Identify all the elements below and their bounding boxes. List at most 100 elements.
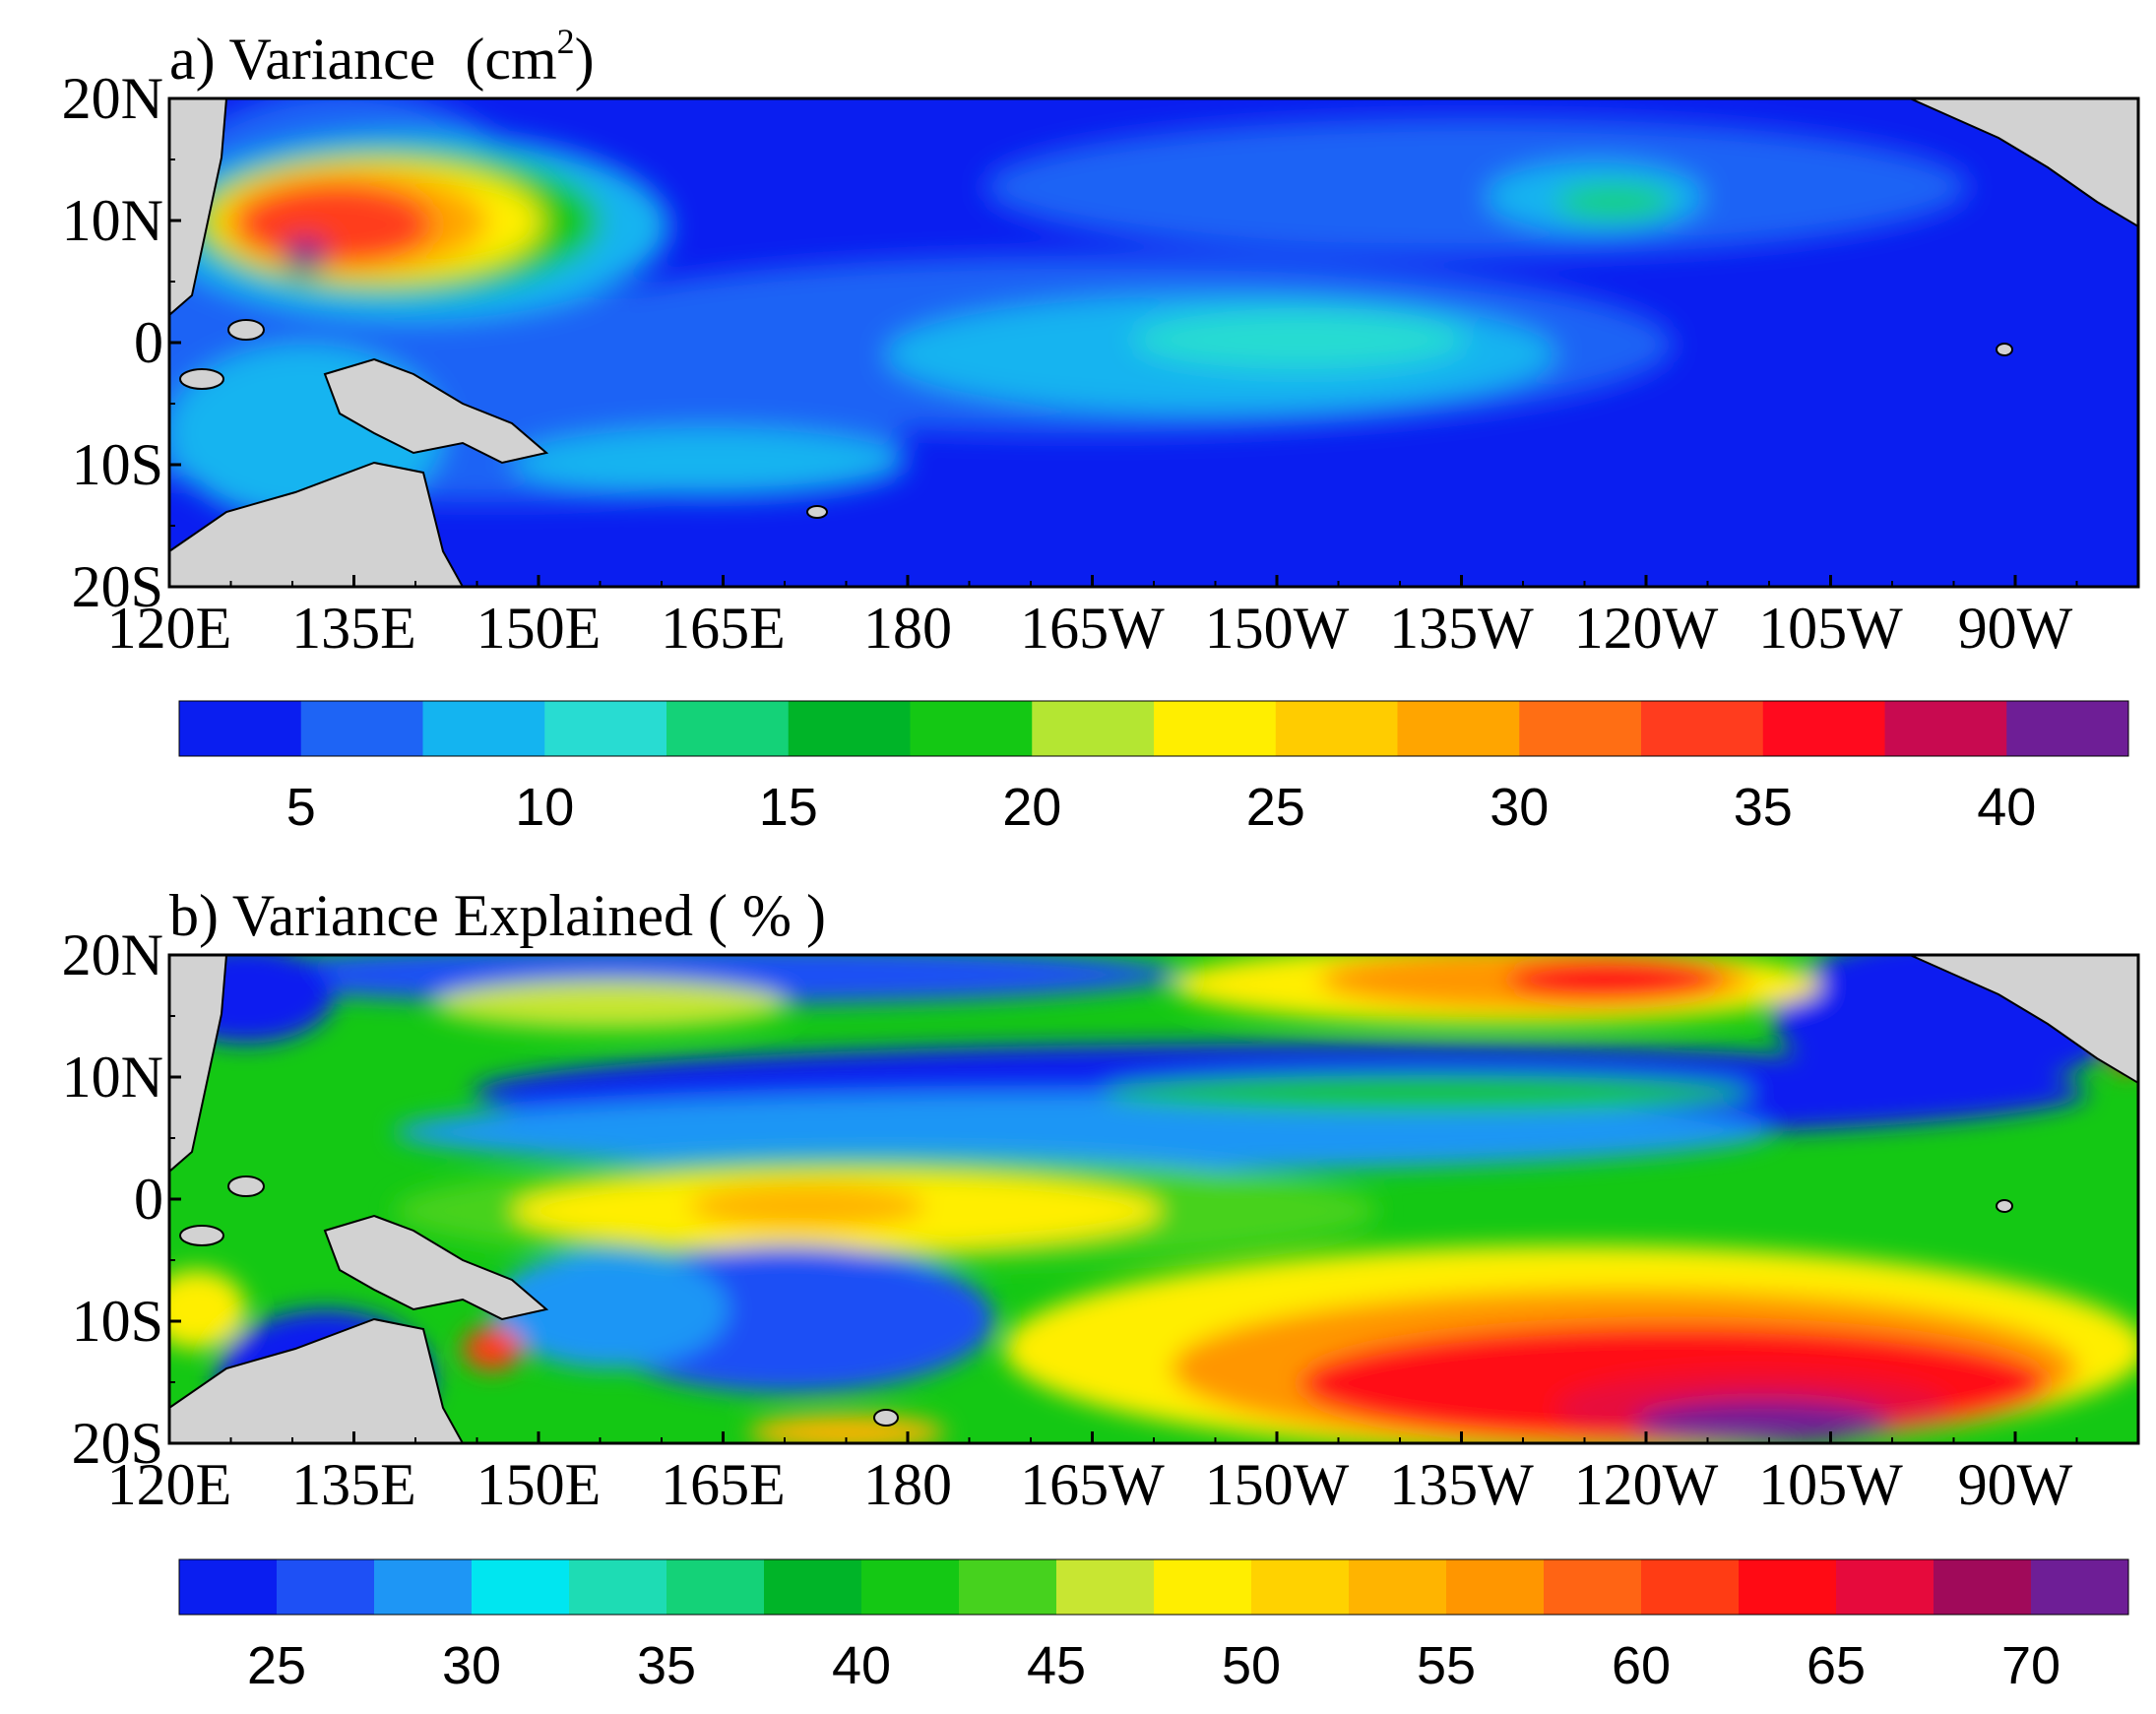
x-tick-label: 150W [1205,1452,1350,1517]
colorbar-label: 30 [442,1636,501,1695]
colorbar-frame [178,700,2129,757]
x-tick-label: 135W [1389,1452,1534,1517]
panel-a-land-centralamerica [1909,98,2138,228]
colorbar-swatch [1446,1559,1545,1615]
panel-b-title: b) Variance Explained ( % ) [169,883,826,948]
colorbar-label: 35 [637,1636,696,1695]
panel-b-png-red [463,1327,522,1370]
colorbar-swatch [300,701,423,756]
x-tick-label: 135E [291,1452,416,1517]
x-tick-label: 120W [1574,1452,1719,1517]
panel-b-land-centralamerica [1909,955,2138,1085]
colorbar-swatch [1154,1559,1252,1615]
colorbar-label: 5 [286,778,316,837]
colorbar-swatch [179,701,302,756]
panel-b-north-top-blue [197,955,1181,1004]
x-tick-label: 180 [863,596,952,661]
colorbar-swatch [1275,701,1398,756]
x-tick-label: 105W [1758,596,1903,661]
colorbar-label: 35 [1734,778,1793,837]
panel-a-land [169,98,2138,587]
panel-b-land [169,955,2138,1443]
colorbar-swatch [1762,701,1885,756]
colorbar-label: 50 [1222,1636,1281,1695]
colorbar-swatch [1884,701,2007,756]
panel-b-islands [179,1175,2013,1427]
y-tick-label: 10S [72,432,163,497]
colorbar-swatch [1397,701,1520,756]
colorbar-swatch [1934,1559,2032,1615]
colorbar-swatch [666,1559,765,1615]
x-tick-label: 165W [1020,596,1165,661]
colorbar-swatch [277,1559,375,1615]
panel-a-x-axis: 120E 135E 150E 165E 180 165W 150W 135W 120W 105W 9… [107,575,2139,661]
y-tick-label: 20S [72,1411,163,1476]
colorbar-swatch [569,1559,667,1615]
colorbar-swatch [1349,1559,1447,1615]
y-tick-label: 10N [62,1045,163,1110]
x-tick-label: 105W [1758,1452,1903,1517]
panel-b-se-purple [1634,1401,1890,1443]
colorbar-swatch [861,1559,960,1615]
panel-a-y-axis: 20N 10N 0 10S 20S [62,66,181,619]
panel-a: a) Variance (cm2) [62,22,2140,837]
panel-b-sw-cyan [492,1250,729,1368]
colorbar-swatch [1641,701,1764,756]
panel-a-title: a) Variance (cm2) [169,22,595,92]
colorbar-swatch [1251,1559,1350,1615]
panel-a-eq-blob-inner [1132,310,1467,369]
panel-b-colorbar: 25 30 35 40 45 50 55 60 65 70 [178,1558,2129,1695]
y-tick-label: 20N [62,66,163,131]
panel-b-land-philippines [169,955,228,1174]
colorbar-swatch [374,1559,473,1615]
y-tick-label: 20S [72,554,163,619]
panel-a-colorbar: 5 10 15 20 25 30 35 40 [178,700,2129,837]
colorbar-label: 55 [1417,1636,1476,1695]
colorbar-label: 65 [1807,1636,1866,1695]
colorbar-label: 45 [1027,1636,1086,1695]
colorbar-swatch [179,1559,278,1615]
colorbar-swatch [422,701,545,756]
colorbar-label: 40 [1977,778,2036,837]
panel-a-ne-patch-inner [1555,184,1674,220]
x-tick-label: 120E [107,1452,232,1517]
colorbar-label: 15 [759,778,818,837]
colorbar-swatch [1739,1559,1837,1615]
panel-b-y-axis: 20N 10N 0 10S 20S [62,922,181,1476]
colorbar-swatch [666,701,790,756]
colorbar-label: 25 [1246,778,1305,837]
y-tick-label: 20N [62,922,163,987]
panel-b-x-axis: 120E 135E 150E 165E 180 165W 150W 135W 120W 105W 9… [107,1431,2139,1517]
colorbar-label: 40 [832,1636,891,1695]
panel-a-islands [179,319,2013,519]
panel-b-land-australia [169,1317,465,1443]
x-tick-label: 135E [291,596,416,661]
panel-b-field [169,955,2138,1443]
panel-b-nw-yellow [433,980,788,1029]
colorbar-swatch [1544,1559,1642,1615]
colorbar-swatch [1154,701,1277,756]
x-tick-label: 150E [476,596,602,661]
colorbar-swatch [1032,701,1155,756]
colorbar-swatch [2006,701,2129,756]
x-tick-label: 90W [1958,596,2073,661]
colorbar-frame [178,1558,2129,1616]
colorbar-label: 25 [247,1636,306,1695]
x-tick-label: 150W [1205,596,1350,661]
y-tick-label: 10N [62,188,163,253]
colorbar-label: 60 [1612,1636,1671,1695]
panel-a-field [169,98,2138,587]
y-tick-label: 10S [72,1289,163,1354]
colorbar-label: 20 [1002,778,1061,837]
panel-b-north-green-streak [1103,1075,1752,1111]
x-tick-label: 90W [1958,1452,2073,1517]
panel-b-ne-red [1506,958,1723,1001]
colorbar-swatch [1519,701,1642,756]
x-tick-label: 150E [476,1452,602,1517]
colorbar-label: 70 [2001,1636,2061,1695]
panel-b: b) Variance Explained ( % ) [62,883,2140,1695]
panel-b-land-newguinea [323,1214,549,1321]
colorbar-swatch [1836,1559,1934,1615]
colorbar-swatch [1056,1559,1155,1615]
